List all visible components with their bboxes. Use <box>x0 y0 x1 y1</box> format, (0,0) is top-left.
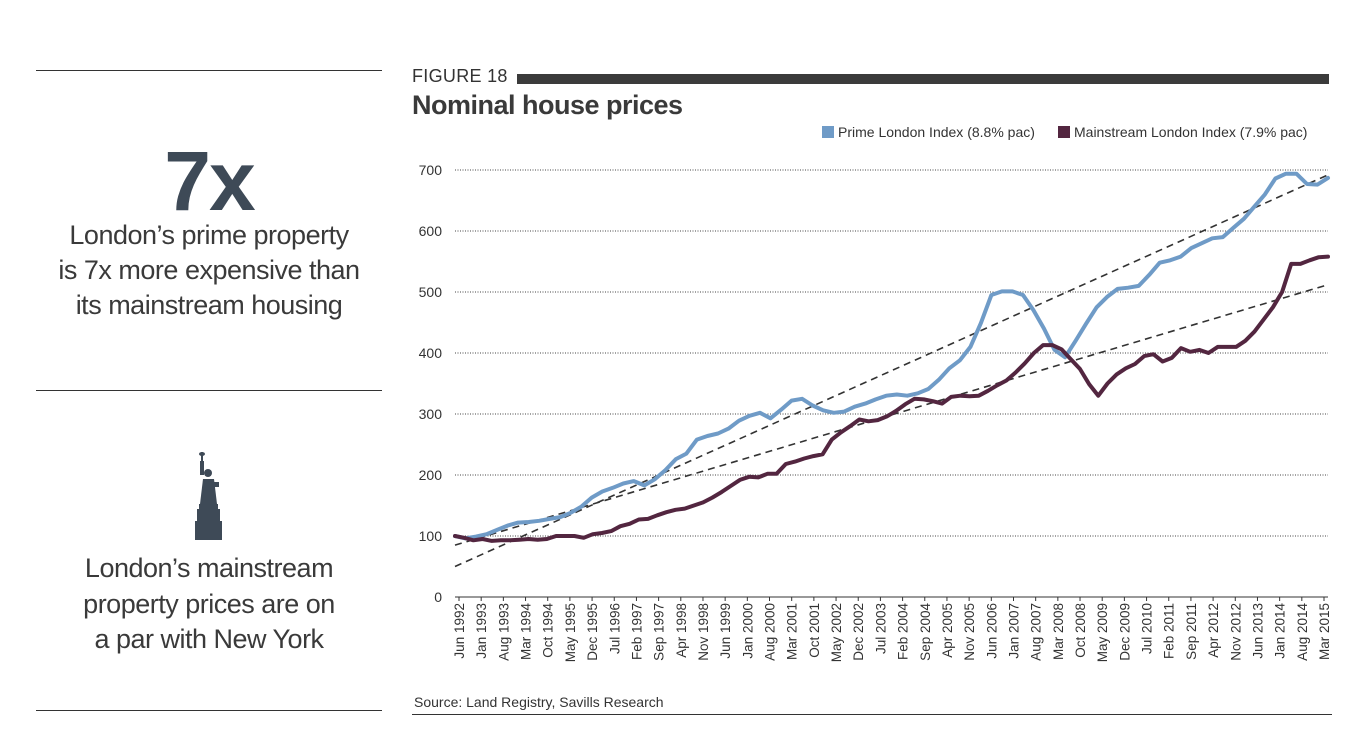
x-tick-label: Jan 2014 <box>1273 603 1288 659</box>
legend: Prime London Index (8.8% pac) Mainstream… <box>822 124 1307 140</box>
second-stat-line-2: property prices are on <box>83 589 335 619</box>
gridlines <box>455 169 1328 598</box>
y-tick-label: 400 <box>419 345 443 361</box>
x-tick-label: Jul 2010 <box>1140 603 1155 654</box>
x-tick-label: Feb 2011 <box>1162 603 1177 659</box>
x-tick-label: Jan 2000 <box>740 603 755 659</box>
legend-label-mainstream: Mainstream London Index (7.9% pac) <box>1074 124 1307 140</box>
bottom-right-rule <box>412 714 1332 715</box>
y-tick-label: 0 <box>434 589 442 605</box>
x-tick-label: Mar 2001 <box>785 603 800 660</box>
x-tick-label: Jun 1999 <box>718 603 733 659</box>
x-tick-label: Apr 2005 <box>940 603 955 658</box>
x-axis: Jun 1992 Jan 1993 Aug 1993 Mar 1994 Oct 1994… <box>452 597 1332 662</box>
x-tick-label: Dec 2002 <box>851 603 866 661</box>
x-tick-label: Sep 1997 <box>652 603 667 661</box>
x-tick-label: Oct 1994 <box>541 603 556 658</box>
stat-description-line-3: its mainstream housing <box>75 290 343 320</box>
middle-left-rule <box>36 390 382 391</box>
x-tick-label: Apr 2012 <box>1206 603 1221 658</box>
x-tick-label: Nov 2005 <box>962 603 977 661</box>
x-tick-label: Jul 2003 <box>873 603 888 654</box>
legend-label-prime: Prime London Index (8.8% pac) <box>838 124 1035 140</box>
x-tick-label: Jun 1992 <box>452 603 467 659</box>
legend-swatch-mainstream <box>1058 126 1070 138</box>
x-tick-label: Sep 2004 <box>918 603 933 661</box>
second-stat-line-1: London’s mainstream <box>84 553 334 583</box>
y-tick-label: 200 <box>419 467 443 483</box>
y-tick-label: 600 <box>419 223 443 239</box>
mainstream-london-index-line <box>453 254 1330 543</box>
x-tick-label: Dec 1995 <box>585 603 600 661</box>
x-tick-label: Oct 2001 <box>807 603 822 658</box>
mainstream-trend-line <box>454 283 1329 546</box>
y-axis-ticks: 0 100 200 300 400 500 600 700 <box>419 162 443 605</box>
x-tick-label: May 2002 <box>829 603 844 662</box>
chart-source: Source: Land Registry, Savills Research <box>414 694 664 710</box>
x-tick-label: Aug 2007 <box>1029 603 1044 661</box>
x-tick-label: Aug 2014 <box>1295 603 1310 661</box>
x-tick-label: Feb 2004 <box>896 603 911 661</box>
chart-title: Nominal house prices <box>412 90 683 120</box>
x-tick-label: Jan 1993 <box>474 603 489 659</box>
prime-trend-line <box>454 174 1329 568</box>
y-tick-label: 100 <box>419 528 443 544</box>
x-tick-label: Nov 2012 <box>1228 603 1243 661</box>
statue-of-liberty-icon <box>195 452 222 540</box>
y-tick-label: 300 <box>419 406 443 422</box>
second-stat-line-3: a par with New York <box>94 624 324 654</box>
x-tick-label: Mar 2008 <box>1051 603 1066 660</box>
trend-lines <box>454 174 1329 568</box>
x-tick-label: May 2009 <box>1095 603 1110 662</box>
x-tick-label: May 1995 <box>563 603 578 662</box>
figure-label: FIGURE 18 <box>412 66 508 86</box>
stat-value: 7x <box>164 134 255 228</box>
figure-header-bar <box>517 74 1329 84</box>
legend-swatch-prime <box>822 126 834 138</box>
x-tick-label: Dec 2009 <box>1117 603 1132 661</box>
x-tick-label: Aug 1993 <box>496 603 511 661</box>
y-tick-label: 700 <box>419 162 443 178</box>
top-left-rule <box>36 70 382 71</box>
x-tick-label: Mar 2015 <box>1317 603 1332 660</box>
x-tick-label: Apr 1998 <box>674 603 689 658</box>
x-tick-label: Sep 2011 <box>1184 603 1199 660</box>
prime-london-index-line <box>453 171 1330 541</box>
x-tick-label: Mar 1994 <box>519 603 534 661</box>
y-tick-label: 500 <box>419 284 443 300</box>
data-series <box>453 171 1330 543</box>
x-tick-label: Jul 1996 <box>607 603 622 654</box>
x-tick-label: Jan 2007 <box>1006 603 1021 659</box>
x-tick-label: Jun 2013 <box>1250 603 1265 659</box>
stat-description-line-2: is 7x more expensive than <box>58 255 360 285</box>
x-tick-label: Jun 2006 <box>984 603 999 659</box>
stat-description-line-1: London’s prime property <box>69 220 349 250</box>
bottom-left-rule <box>36 710 382 711</box>
x-tick-label: Nov 1998 <box>696 603 711 661</box>
x-tick-label: Oct 2008 <box>1073 603 1088 658</box>
x-tick-label: Feb 1997 <box>629 603 644 660</box>
x-tick-label: Aug 2000 <box>763 603 778 661</box>
